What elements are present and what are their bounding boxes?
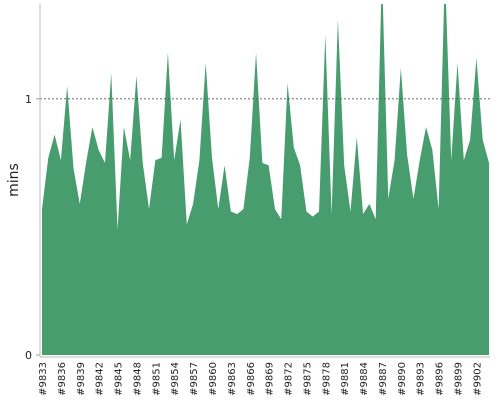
- x-tick-label: #9833: [38, 362, 49, 396]
- y-tick-label: 1: [25, 93, 32, 106]
- x-tick-label: #9878: [321, 362, 332, 396]
- x-tick-label: #9896: [435, 362, 446, 396]
- y-axis-label: mins: [6, 163, 22, 197]
- x-tick-label: #9887: [378, 362, 389, 396]
- x-tick-label: #9902: [472, 362, 483, 396]
- x-tick-label: #9860: [208, 362, 219, 396]
- y-tick-label: 0: [25, 349, 32, 362]
- x-tick-label: #9866: [246, 362, 257, 396]
- plot-area: [42, 4, 489, 355]
- x-tick-label: #9881: [340, 362, 351, 396]
- x-tick-label: #9875: [302, 362, 313, 396]
- x-tick-label: #9857: [189, 362, 200, 396]
- x-tick-label: #9863: [227, 362, 238, 396]
- x-tick-label: #9869: [265, 362, 276, 396]
- x-tick-label: #9842: [95, 362, 106, 396]
- x-tick-label: #9872: [284, 362, 295, 396]
- x-tick-label: #9884: [359, 362, 370, 396]
- x-tick-label: #9839: [76, 362, 87, 396]
- x-tick-label: #9899: [454, 362, 465, 396]
- area: [42, 4, 489, 355]
- x-tick-label: #9848: [132, 362, 143, 396]
- x-tick-label: #9893: [416, 362, 427, 396]
- x-tick-label: #9854: [170, 362, 181, 396]
- x-tick-label: #9890: [397, 362, 408, 396]
- x-tick-label: #9845: [114, 362, 125, 396]
- x-tick-label: #9851: [151, 362, 162, 396]
- x-tick-label: #9836: [57, 362, 68, 396]
